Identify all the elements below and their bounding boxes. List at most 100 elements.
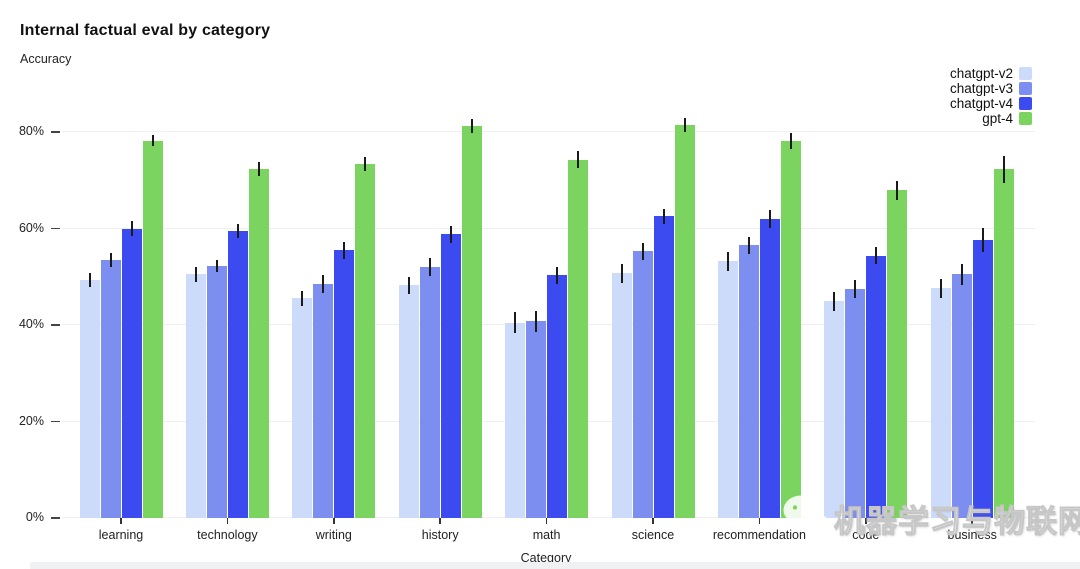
gridline-80% xyxy=(62,131,1035,132)
error-bar-gpt-4-technology xyxy=(257,161,260,177)
error-bar-chatgpt-v2-math xyxy=(514,311,517,334)
bar-chatgpt-v2-science xyxy=(611,273,632,518)
error-bar-gpt-4-history xyxy=(470,118,473,134)
bar-group-recommendation xyxy=(717,100,801,518)
error-bar-chatgpt-v2-writing xyxy=(301,291,304,306)
bar-group-writing xyxy=(292,100,376,518)
bar-group-math xyxy=(505,100,589,518)
error-bar-chatgpt-v4-code xyxy=(875,246,878,265)
bar-chatgpt-v2-technology xyxy=(185,274,206,518)
bar-group-business xyxy=(930,100,1014,518)
bar-group-science xyxy=(611,100,695,518)
error-bar-chatgpt-v3-technology xyxy=(215,259,218,273)
x-tick-label-math: math xyxy=(532,528,561,542)
bar-chatgpt-v2-recommendation xyxy=(717,261,738,518)
x-tick-mark-math xyxy=(545,518,548,524)
bar-gpt-4-learning xyxy=(142,140,163,518)
bar-chatgpt-v2-math xyxy=(505,322,526,518)
error-bar-chatgpt-v2-history xyxy=(407,276,410,295)
x-tick-mark-writing xyxy=(333,518,335,524)
bar-chatgpt-v2-code xyxy=(824,301,845,518)
x-tick-label-history: history xyxy=(421,528,459,542)
error-bar-chatgpt-v4-history xyxy=(449,226,452,243)
x-tick-mark-recommendation xyxy=(758,518,761,524)
y-tick-mark xyxy=(51,324,60,326)
error-bar-chatgpt-v4-writing xyxy=(343,241,346,259)
y-tick-mark xyxy=(51,517,60,519)
bar-chatgpt-v3-science xyxy=(632,251,653,518)
y-tick-mark xyxy=(51,420,60,422)
x-tick-label-learning: learning xyxy=(98,528,144,542)
bar-gpt-4-technology xyxy=(248,169,269,518)
bar-chatgpt-v4-recommendation xyxy=(759,218,780,518)
error-bar-chatgpt-v2-science xyxy=(620,263,623,284)
error-bar-chatgpt-v3-recommendation xyxy=(747,236,750,255)
y-tick-label-60%: 60% xyxy=(18,220,44,235)
error-bar-gpt-4-science xyxy=(683,118,686,133)
error-bar-chatgpt-v4-learning xyxy=(130,221,133,236)
x-axis-title: Category xyxy=(520,551,572,565)
legend-swatch xyxy=(1019,111,1032,125)
bar-chatgpt-v3-history xyxy=(419,267,440,518)
bar-chatgpt-v3-code xyxy=(845,288,866,518)
bar-chatgpt-v3-technology xyxy=(206,266,227,518)
y-tick-label-40%: 40% xyxy=(18,317,44,331)
error-bar-chatgpt-v3-code xyxy=(854,280,857,298)
x-tick-label-technology: technology xyxy=(197,528,258,542)
legend-label: gpt-4 xyxy=(982,110,1013,126)
x-tick-mark-learning xyxy=(120,518,122,524)
bar-chatgpt-v3-recommendation xyxy=(738,245,759,518)
legend-swatch xyxy=(1019,66,1032,80)
legend: chatgpt-v2 chatgpt-v3 chatgpt-v4 gpt-4 xyxy=(949,66,1032,126)
legend-label: chatgpt-v3 xyxy=(949,80,1013,96)
bar-chatgpt-v2-business xyxy=(930,288,951,518)
legend-swatch xyxy=(1019,96,1032,110)
plot-area: learning technology writing history math scie… xyxy=(62,100,1035,542)
bar-chatgpt-v4-technology xyxy=(227,230,248,518)
bar-group-code xyxy=(824,100,908,518)
x-tick-label-code: code xyxy=(852,528,880,542)
bar-chatgpt-v4-math xyxy=(547,275,568,518)
legend-item-gpt-4: gpt-4 xyxy=(950,110,1032,126)
error-bar-chatgpt-v4-recommendation xyxy=(768,210,771,228)
y-tick-mark xyxy=(51,131,60,133)
bar-chatgpt-v2-learning xyxy=(79,280,100,518)
bar-gpt-4-business xyxy=(993,169,1014,518)
bottom-edge-strip xyxy=(30,562,1080,569)
bar-group-history xyxy=(398,100,482,518)
error-bar-gpt-4-learning xyxy=(151,134,154,147)
legend-item-chatgpt-v3: chatgpt-v3 xyxy=(949,80,1032,96)
bar-chatgpt-v4-business xyxy=(972,239,993,518)
error-bar-gpt-4-writing xyxy=(364,156,367,172)
error-bar-chatgpt-v2-business xyxy=(939,278,942,298)
bar-chatgpt-v3-writing xyxy=(313,284,334,518)
error-bar-chatgpt-v3-learning xyxy=(109,252,112,268)
error-bar-gpt-4-business xyxy=(1002,155,1005,183)
x-tick-label-writing: writing xyxy=(315,528,352,542)
legend-item-chatgpt-v2: chatgpt-v2 xyxy=(950,66,1032,81)
error-bar-chatgpt-v3-business xyxy=(960,263,963,285)
bar-chatgpt-v3-math xyxy=(526,321,547,518)
error-bar-gpt-4-math xyxy=(577,151,580,168)
bar-chatgpt-v3-business xyxy=(951,274,972,518)
bar-chatgpt-v4-science xyxy=(653,216,674,518)
error-bar-chatgpt-v2-recommendation xyxy=(726,251,729,271)
error-bar-chatgpt-v4-technology xyxy=(236,223,239,239)
bar-chatgpt-v4-history xyxy=(440,234,461,518)
bar-group-learning xyxy=(79,100,163,518)
x-tick-mark-code xyxy=(865,518,867,524)
x-tick-mark-history xyxy=(439,518,441,524)
x-tick-label-business: business xyxy=(947,528,997,542)
error-bar-chatgpt-v2-learning xyxy=(88,272,91,288)
bar-gpt-4-writing xyxy=(355,163,376,518)
bar-chatgpt-v3-learning xyxy=(100,259,121,518)
y-tick-mark xyxy=(51,227,60,229)
y-tick-label-0%: 0% xyxy=(25,510,44,524)
error-bar-chatgpt-v3-science xyxy=(641,242,644,260)
bar-chatgpt-v2-writing xyxy=(292,298,313,518)
x-tick-label-recommendation: recommendation xyxy=(712,528,806,542)
bar-gpt-4-recommendation xyxy=(780,141,801,518)
bar-chatgpt-v4-learning xyxy=(121,228,142,518)
bar-gpt-4-science xyxy=(674,125,695,518)
